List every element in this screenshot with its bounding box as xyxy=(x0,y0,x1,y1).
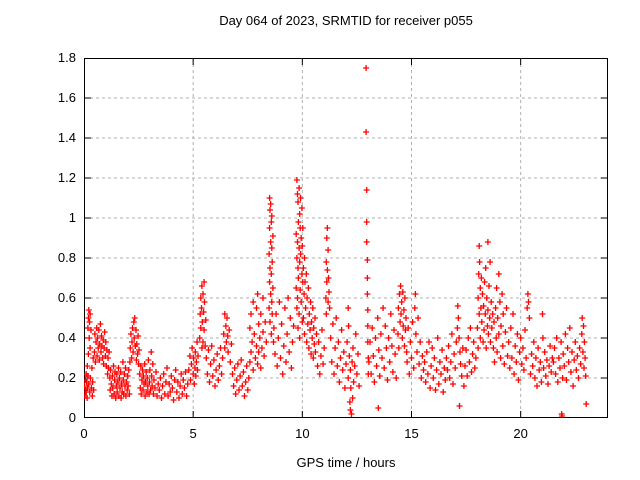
scatter-plot-canvas xyxy=(84,58,608,418)
y-tick-label: 1.2 xyxy=(57,170,76,185)
chart-title: Day 064 of 2023, SRMTID for receiver p05… xyxy=(219,13,473,28)
y-tick-label: 1.8 xyxy=(57,50,76,65)
y-tick-label: 0.8 xyxy=(57,250,76,265)
y-tick-label: 0.6 xyxy=(57,290,76,305)
y-tick-label: 1.6 xyxy=(57,90,76,105)
x-tick-label: 20 xyxy=(513,426,528,441)
x-tick-label: 10 xyxy=(295,426,310,441)
x-tick-label: 5 xyxy=(189,426,197,441)
y-tick-label: 0.2 xyxy=(57,370,76,385)
y-tick-label: 1.4 xyxy=(57,130,76,145)
plot-border xyxy=(84,58,608,418)
y-tick-label: 0 xyxy=(68,410,76,425)
plot-area xyxy=(84,58,608,418)
x-tick-label: 0 xyxy=(80,426,88,441)
scatter-points xyxy=(84,65,590,418)
y-tick-label: 0.4 xyxy=(57,330,76,345)
x-tick-label: 15 xyxy=(404,426,419,441)
x-axis-title: GPS time / hours xyxy=(296,455,396,470)
y-tick-label: 1 xyxy=(68,210,76,225)
